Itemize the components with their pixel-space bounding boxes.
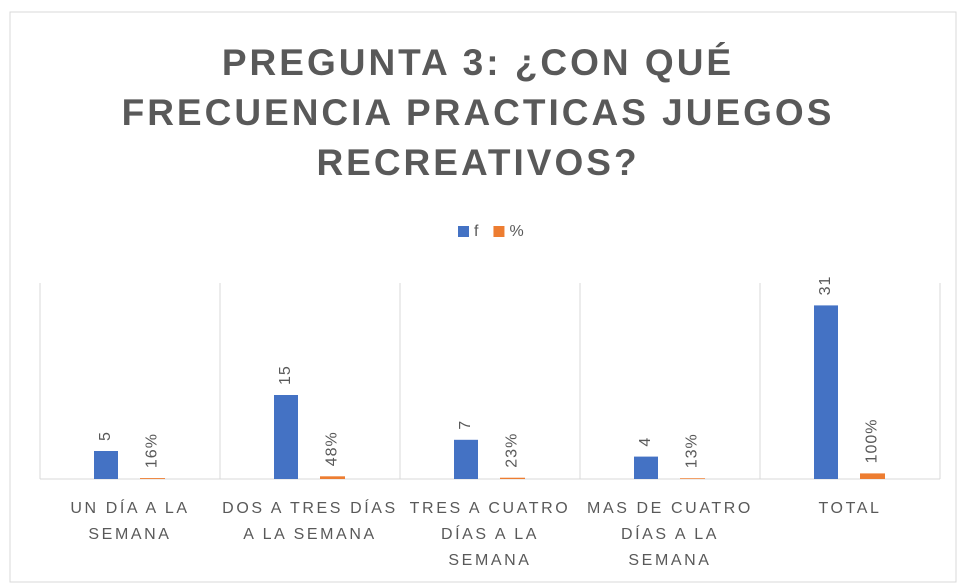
legend-swatch: [493, 226, 505, 237]
bar: [680, 478, 705, 479]
x-tick-label: DOS A TRES DÍAS A LA SEMANA: [222, 500, 398, 543]
bar: [814, 305, 838, 479]
chart-border: [9, 11, 957, 583]
bar: [860, 473, 885, 479]
value-label: 15: [277, 365, 294, 385]
value-label: 4: [637, 437, 654, 447]
bar: [454, 439, 478, 479]
bar: [500, 477, 525, 479]
value-label: 48%: [324, 431, 341, 466]
x-tick-label: MAS DE CUATRO DÍAS A LA SEMANA: [587, 500, 753, 569]
bar: [274, 395, 298, 479]
bar: [94, 451, 118, 479]
value-label: 7: [457, 420, 474, 430]
value-label: 31: [817, 276, 834, 296]
value-label: 5: [97, 431, 114, 441]
legend-label: f: [474, 223, 479, 240]
value-label: 100%: [864, 418, 881, 463]
x-tick-label: UN DÍA A LA SEMANA: [70, 500, 190, 543]
bar: [140, 478, 165, 479]
value-label: 23%: [504, 433, 521, 468]
legend-swatch: [458, 226, 469, 237]
value-label: 16%: [144, 433, 161, 468]
chart-title: PREGUNTA 3: ¿CON QUÉ FRECUENCIA PRACTICA…: [121, 42, 835, 183]
x-tick-label: TOTAL: [818, 500, 882, 517]
x-tick-label: TRES A CUATRO DÍAS A LA SEMANA: [409, 500, 571, 569]
legend-label: %: [509, 223, 524, 240]
bar: [634, 456, 658, 479]
bar: [320, 476, 345, 479]
value-label: 13%: [684, 433, 701, 468]
